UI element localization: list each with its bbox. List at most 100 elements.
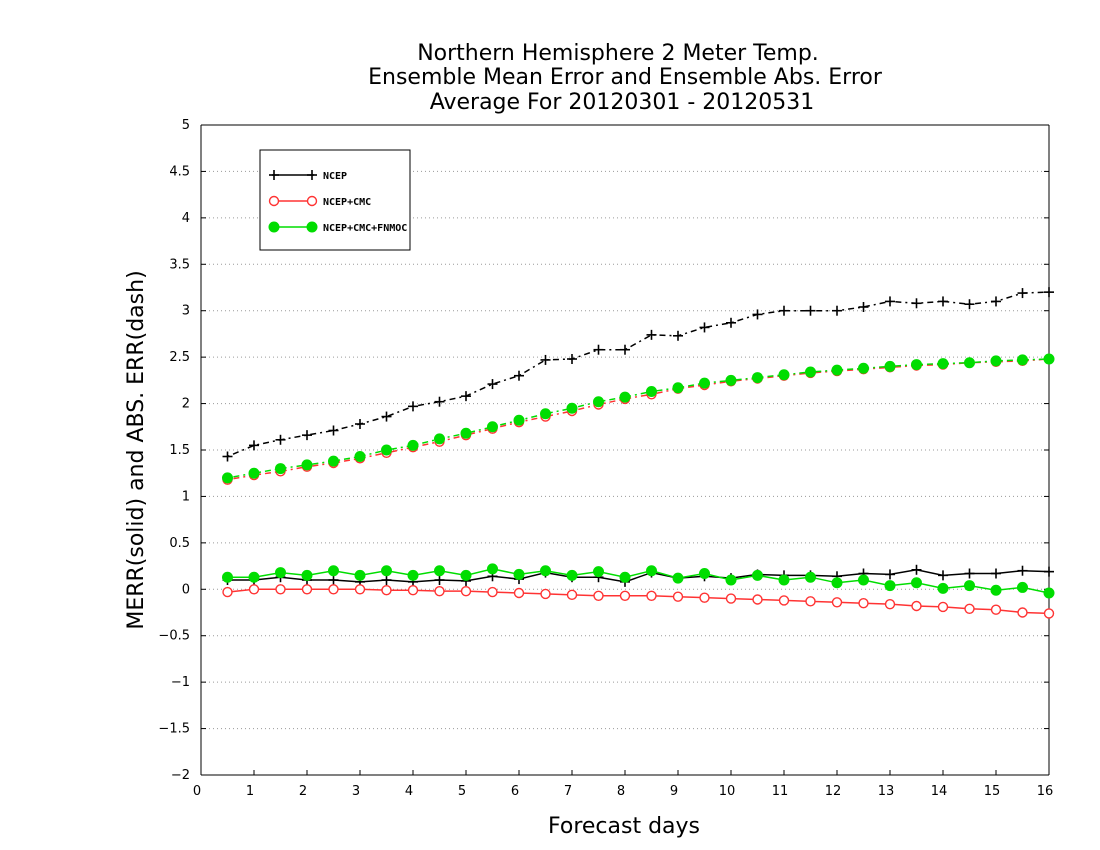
legend-box (259, 149, 411, 251)
series-ncep-cmc-fnmoc-solid (222, 563, 1055, 599)
data-point (566, 589, 578, 601)
data-point (937, 582, 949, 594)
data-point (487, 586, 498, 598)
x-tick-label: 3 (352, 784, 360, 799)
x-tick-label: 9 (670, 784, 678, 799)
data-point (222, 472, 233, 484)
data-point (1044, 566, 1054, 577)
y-tick-label: 1 (182, 489, 190, 504)
x-tick-label: 1 (246, 784, 254, 799)
data-point (646, 590, 657, 601)
data-point (805, 571, 816, 583)
data-point (434, 585, 445, 597)
data-point (699, 592, 710, 603)
data-point (646, 329, 657, 340)
grid (201, 170, 1049, 730)
data-point (699, 568, 710, 579)
data-point (911, 600, 922, 612)
x-axis-label: Forecast days (548, 814, 700, 839)
y-tick-label: 5 (182, 118, 190, 133)
data-point (328, 565, 339, 577)
data-point (301, 459, 313, 471)
data-point (752, 372, 763, 384)
x-tick-label: 2 (299, 784, 307, 799)
data-point (725, 574, 737, 586)
data-point (752, 309, 763, 320)
data-point (1043, 608, 1055, 619)
data-point (778, 574, 790, 586)
data-point (990, 604, 1002, 615)
data-point (434, 433, 445, 445)
legend: NCEP NCEP+CMC NCEP+CMC+FNMOC (259, 149, 411, 251)
series-ncep-dashed (222, 287, 1054, 462)
series-line (227, 358, 1050, 479)
data-point (858, 598, 869, 609)
data-point (328, 455, 339, 467)
data-point (991, 568, 1001, 579)
data-point (938, 570, 948, 581)
series-line (227, 358, 1050, 481)
data-point (1017, 607, 1028, 618)
data-point (513, 568, 525, 580)
data-point (911, 298, 922, 309)
data-point (381, 585, 392, 596)
data-point (885, 296, 895, 307)
data-point (328, 425, 339, 436)
legend-marker (268, 221, 280, 233)
data-point (672, 382, 684, 394)
data-point (593, 590, 604, 601)
x-tick-label: 11 (772, 784, 789, 799)
data-point (964, 568, 975, 579)
chart-title-line-3: Average For 20120301 - 20120531 (430, 90, 815, 115)
data-point (460, 427, 472, 439)
data-point (778, 595, 790, 606)
y-tick-label: 1.5 (169, 443, 190, 458)
legend-marker (269, 170, 279, 180)
data-point (407, 585, 419, 596)
data-point (354, 569, 366, 581)
data-point (460, 585, 472, 597)
x-tick-label: 14 (931, 784, 948, 799)
y-tick-label: 4.5 (169, 164, 190, 179)
data-point (885, 569, 895, 580)
data-point (991, 296, 1001, 307)
data-point (831, 597, 843, 608)
y-tick-label: 2 (182, 397, 190, 412)
data-point (460, 569, 472, 581)
legend-label: NCEP+CMC+FNMOC (323, 223, 407, 234)
data-point (1017, 581, 1028, 593)
x-tick-label: 10 (719, 784, 736, 799)
data-point (566, 402, 578, 414)
data-point (805, 366, 816, 378)
data-point (222, 451, 233, 462)
data-point (620, 344, 630, 355)
x-tick-label: 4 (405, 784, 413, 799)
data-point (1043, 587, 1055, 599)
data-point (805, 305, 816, 316)
data-point (540, 408, 551, 420)
data-point (302, 430, 312, 441)
data-point (567, 354, 577, 364)
data-point (672, 591, 684, 602)
data-point (593, 396, 604, 408)
data-point (514, 370, 524, 381)
x-tick-label: 12 (825, 784, 842, 799)
data-point (540, 565, 551, 577)
data-point (858, 302, 869, 312)
data-point (407, 569, 419, 581)
series (222, 287, 1055, 619)
data-point (619, 571, 631, 583)
data-point (461, 391, 471, 402)
data-point (619, 391, 631, 403)
data-point (805, 596, 816, 607)
data-point (964, 580, 975, 592)
data-point (964, 357, 975, 369)
data-point (1044, 287, 1054, 298)
x-tick-label: 15 (984, 784, 1001, 799)
data-point (1017, 354, 1028, 366)
data-point (1043, 353, 1055, 365)
series-ncep-cmc-solid (222, 584, 1055, 619)
data-point (354, 584, 366, 595)
data-point (434, 575, 445, 585)
